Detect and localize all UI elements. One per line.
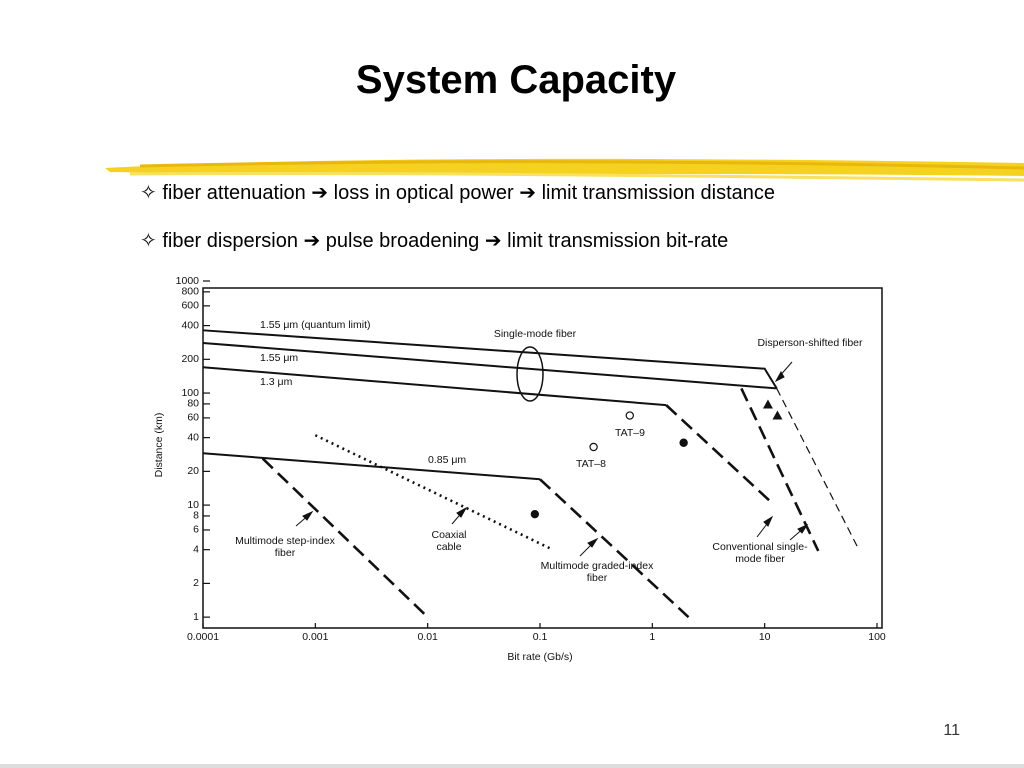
- series-label-box: Multimode step-index fiber: [235, 535, 335, 559]
- series-line: [776, 388, 860, 550]
- series-label-box: Conventional single-mode fiber: [712, 541, 808, 565]
- x-tick-label: 0.0001: [187, 631, 219, 643]
- series-label-box: Coaxial cable: [431, 529, 467, 553]
- slide-title: System Capacity: [355, 58, 677, 102]
- x-tick-label: 100: [868, 631, 886, 643]
- series-line: [202, 341, 777, 390]
- series-label: Coaxial cable: [431, 529, 467, 553]
- point: [530, 509, 540, 519]
- series-label-box: Disperson-shifted fiber: [757, 337, 863, 349]
- x-tick-label: 0.01: [417, 631, 438, 643]
- y-tick-label: 600: [181, 300, 199, 312]
- series-line: [665, 404, 771, 502]
- single-mode-ellipse: [516, 346, 544, 402]
- y-tick-label: 4: [193, 543, 199, 555]
- point: [679, 438, 688, 447]
- series-label: 1.55 μm (quantum limit): [260, 319, 371, 331]
- series-label: Multimode step-index fiber: [235, 535, 335, 559]
- y-tick-label: 40: [187, 431, 199, 443]
- series-label: TAT–8: [576, 458, 606, 470]
- series-label: Multimode graded-index fiber: [540, 560, 654, 584]
- bullet: ✧ fiber attenuation ➔ loss in optical po…: [140, 182, 775, 204]
- x-tick-label: 0.001: [302, 631, 328, 643]
- y-tick-label: 400: [181, 319, 199, 331]
- y-tick-label: 800: [181, 286, 199, 298]
- y-tick-label: 8: [193, 510, 199, 522]
- page-number: 11: [943, 722, 960, 739]
- bullet: ✧ fiber dispersion ➔ pulse broadening ➔ …: [140, 230, 729, 252]
- footer-rule: [0, 764, 1024, 768]
- series-line: [202, 329, 778, 389]
- series-label: 0.85 μm: [428, 454, 466, 466]
- series-label: 1.3 μm: [260, 376, 293, 388]
- y-tick-label: 10: [187, 499, 199, 511]
- series-label: Disperson-shifted fiber: [757, 337, 863, 349]
- annotation: Single-mode fiber: [494, 328, 577, 340]
- y-tick-label: 200: [181, 353, 199, 365]
- x-tick-label: 10: [759, 631, 771, 643]
- x-axis-label: Bit rate (Gb/s): [507, 651, 572, 663]
- series-label: Conventional single-mode fiber: [712, 541, 808, 565]
- y-tick-label: 1000: [176, 275, 200, 287]
- series-line: [314, 434, 554, 551]
- y-tick-label: 80: [187, 398, 199, 410]
- y-axis-label: Distance (km): [153, 413, 165, 478]
- y-tick-label: 6: [193, 524, 199, 536]
- series-line: [539, 478, 690, 619]
- series-line: [202, 366, 667, 407]
- triangle-point: [772, 410, 783, 420]
- x-tick-label: 1: [649, 631, 655, 643]
- y-tick-label: 100: [181, 387, 199, 399]
- x-tick-label: 0.1: [533, 631, 548, 643]
- point: [589, 442, 598, 452]
- highlight-stroke: [105, 158, 1024, 182]
- y-tick-label: 20: [187, 465, 199, 477]
- y-tick-label: 2: [193, 577, 199, 589]
- y-tick-label: 60: [187, 412, 199, 424]
- series-line: [202, 452, 541, 481]
- series-label: 1.55 μm: [260, 352, 298, 364]
- triangle-point: [762, 399, 773, 409]
- series-label: TAT–9: [615, 427, 645, 439]
- series-label-box: Multimode graded-index fiber: [540, 560, 654, 584]
- series-line: [740, 387, 820, 552]
- plot-frame: [202, 287, 883, 629]
- series-line: [261, 457, 429, 619]
- y-tick-label: 1: [193, 611, 199, 623]
- point: [625, 411, 634, 420]
- arrows: [295, 361, 809, 557]
